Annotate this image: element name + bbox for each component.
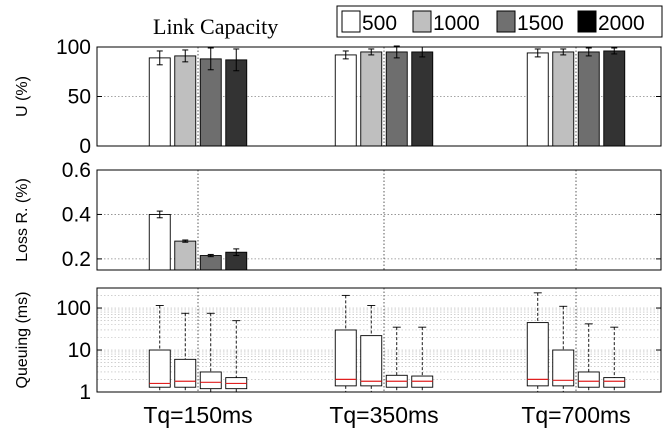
bar-500-2 [526,52,549,147]
legend [336,5,663,38]
y-tick-label: 50 [68,86,91,109]
legend-title: Link Capacity [153,14,278,39]
y-tick-label: 0.4 [62,203,92,226]
legend-swatch-1500 [496,10,516,33]
bar-1000-1 [360,51,383,147]
box-1000-1 [360,335,383,387]
legend-swatch-1000 [412,10,432,33]
plot-frame [96,169,662,271]
y-tick-label: 0.2 [62,248,91,271]
bar-500-0 [148,57,171,147]
box-1000-2 [552,349,575,387]
box-2000-2 [603,377,626,388]
plot-frame [96,287,662,393]
x-category-label: Tq=150ms [143,402,252,428]
panel-loss-rate [96,169,662,271]
legend-label: 2000 [598,12,645,35]
bar-1000-0 [174,55,197,147]
y-axis-label: U (%) [14,76,31,117]
bar-2000-0 [225,59,248,147]
bar-1500-0 [199,58,222,147]
y-tick-label: 0.6 [62,159,91,182]
box-500-1 [334,329,357,387]
bar-1000-2 [552,51,575,147]
y-axis-label: Loss R. (%) [14,178,31,262]
y-tick-label: 10 [68,339,91,362]
box-1000-0 [174,358,197,388]
bar-2000-1 [411,51,434,147]
x-category-label: Tq=350ms [329,402,438,428]
bar-1500-1 [385,51,408,147]
panel-utilization [96,45,662,147]
legend-swatch-2000 [577,10,597,33]
y-tick-label: 1 [79,381,91,404]
bar-500-0 [148,213,171,271]
legend-swatch-500 [341,10,361,33]
legend-label: 1500 [517,12,564,35]
x-category-label: Tq=700ms [521,402,630,428]
box-500-0 [148,349,171,388]
legend-label: 500 [362,12,397,35]
panel-queuing [96,287,662,393]
bar-2000-2 [603,50,626,147]
y-tick-label: 0 [79,135,91,158]
box-1500-0 [199,371,222,390]
bar-1500-0 [199,255,222,271]
y-tick-label: 100 [56,297,91,320]
legend-label: 1000 [433,12,480,35]
y-tick-label: 100 [56,36,91,59]
bar-1500-2 [577,51,600,147]
y-axis-label: Queuing (ms) [14,292,31,389]
bar-1000-0 [174,240,197,271]
box-1500-2 [577,371,600,388]
bar-500-1 [334,54,357,147]
box-500-2 [526,322,549,387]
